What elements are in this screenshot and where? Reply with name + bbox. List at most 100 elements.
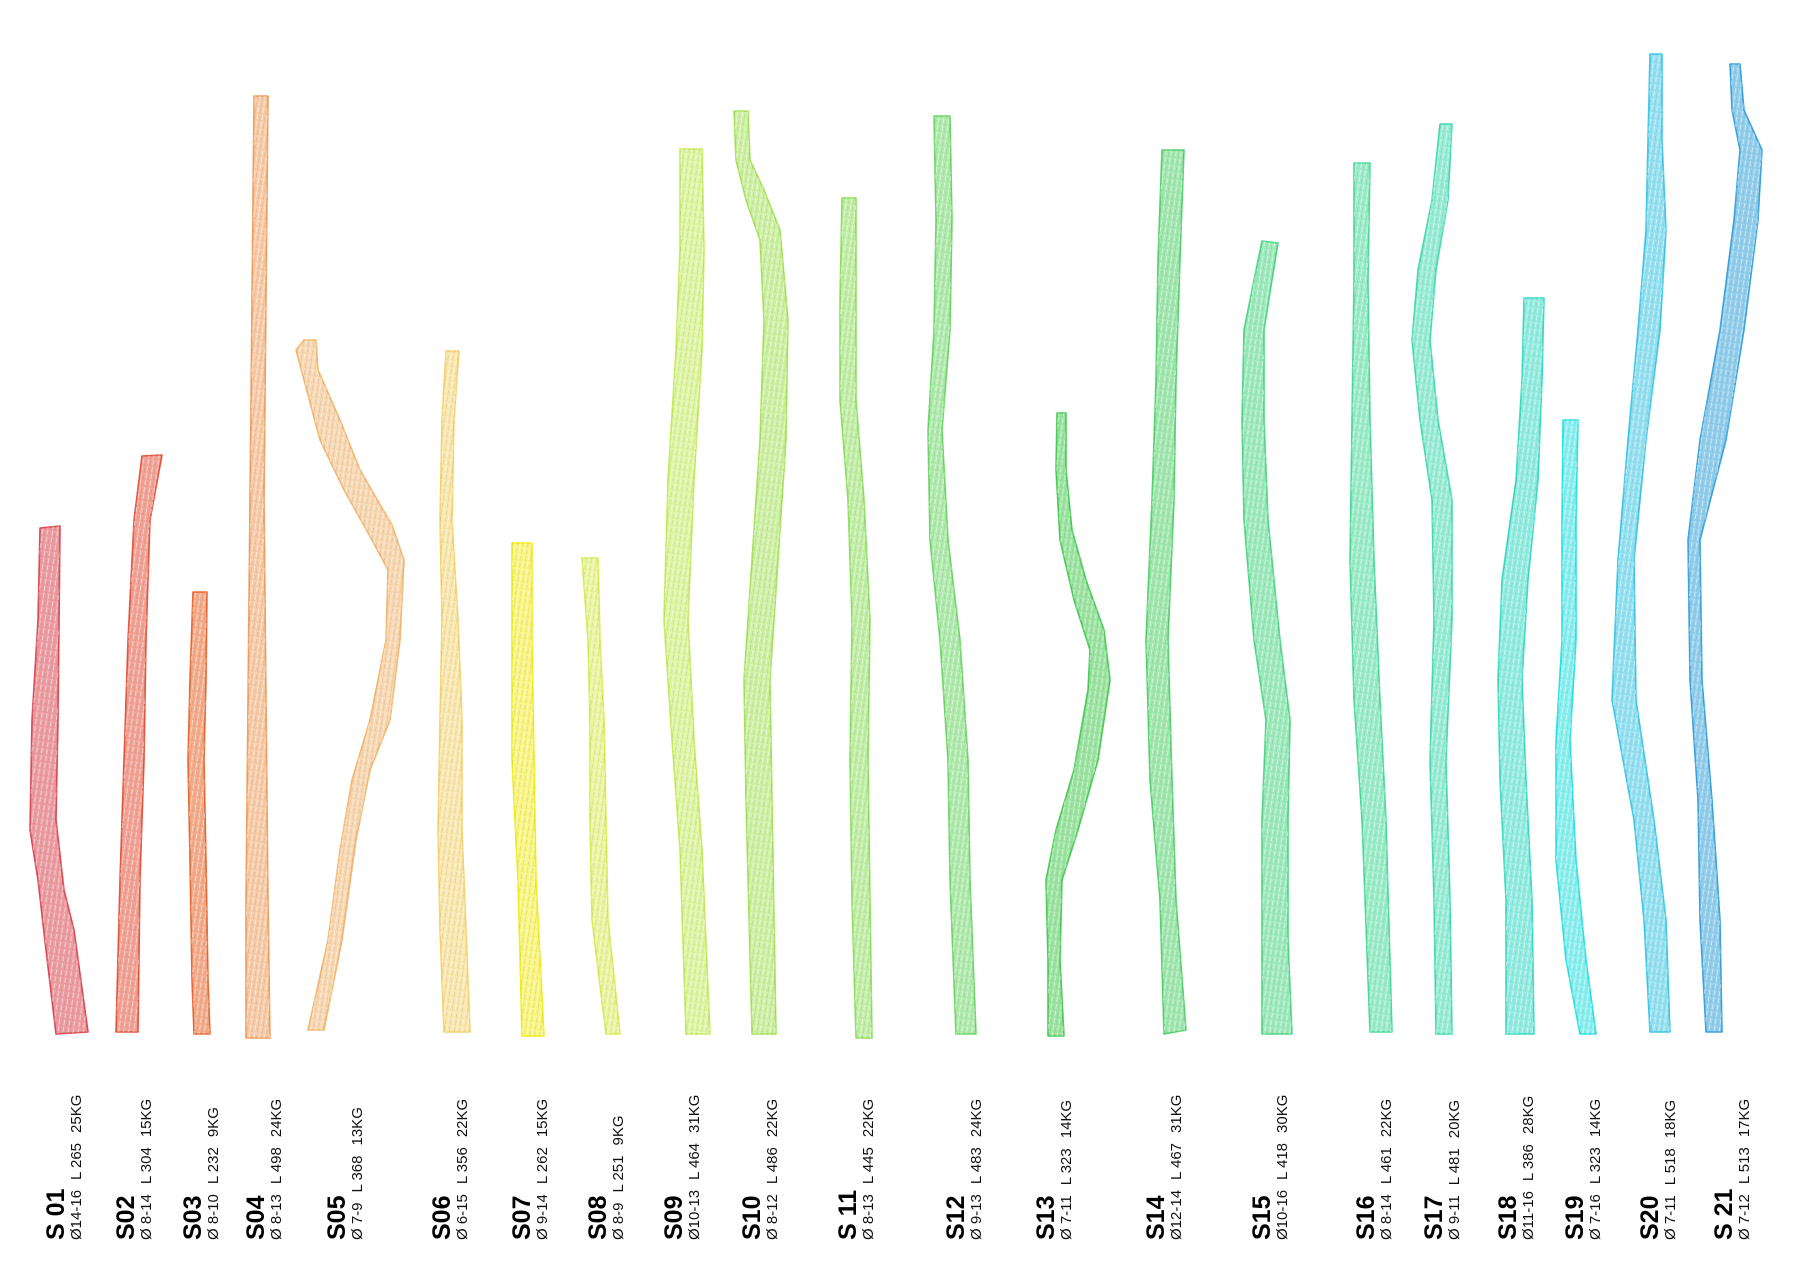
stick-weight: 15KG: [138, 1098, 155, 1138]
stick-length: L 323: [1587, 1147, 1604, 1185]
stick-weight: 20KG: [1446, 1099, 1463, 1139]
stick-diameter: Ø 7-12: [1736, 1194, 1753, 1240]
stick-texture: [1688, 64, 1762, 1032]
stick-id: S02: [112, 1195, 140, 1240]
stick-weight: 17KG: [1736, 1098, 1753, 1138]
stick-s04: [245, 95, 271, 1039]
stick-texture: [30, 526, 88, 1034]
stick-s18: [1497, 297, 1545, 1035]
stick-texture: [116, 455, 162, 1032]
stick-diameter: Ø 9-11: [1446, 1195, 1463, 1240]
stick-texture: [840, 198, 872, 1038]
stick-specs: Ø 8-14 L 461 22KG: [1378, 1099, 1396, 1240]
stick-specs: Ø 7-12 L 513 17KG: [1736, 1099, 1754, 1240]
stick-length: L 304: [138, 1147, 155, 1185]
stick-id: S15: [1248, 1195, 1276, 1240]
stick-weight: 22KG: [860, 1098, 877, 1138]
stick-weight: 22KG: [1378, 1098, 1395, 1138]
stick-weight: 30KG: [1274, 1094, 1291, 1133]
stick-length: L 464: [686, 1142, 703, 1180]
stick-diameter: Ø 8-10: [205, 1194, 222, 1240]
stick-specs: Ø 9-11 L 481 20KG: [1446, 1100, 1464, 1240]
stick-diameter: Ø 9-13: [968, 1194, 985, 1240]
stick-texture: [1350, 163, 1392, 1032]
stick-length: L 265: [68, 1142, 85, 1180]
stick-specs: Ø 8-12 L 486 22KG: [764, 1099, 782, 1240]
stick-length: L 251: [610, 1155, 627, 1193]
stick-id: S10: [738, 1195, 766, 1240]
stick-diameter: Ø12-14: [1168, 1189, 1185, 1240]
stick-texture: [664, 149, 710, 1034]
stick-id: S16: [1352, 1195, 1380, 1240]
stick-length: L 483: [968, 1147, 985, 1185]
stick-s13: [1045, 412, 1111, 1037]
stick-id: S06: [428, 1195, 456, 1240]
stick-diameter: Ø 8-13: [268, 1194, 285, 1240]
stick-id: S07: [508, 1195, 536, 1240]
stick-length: L 461: [1378, 1147, 1395, 1185]
stick-diameter: Ø 6-15: [454, 1194, 471, 1240]
stick-diameter: Ø 8-9: [610, 1202, 627, 1240]
stick-length: L 386: [1520, 1144, 1537, 1182]
stick-specs: Ø 7-16 L 323 14KG: [1587, 1099, 1605, 1240]
stick-id: S 11: [834, 1189, 862, 1240]
stick-s08: [581, 557, 621, 1035]
stick-specs: Ø10-13 L 464 31KG: [686, 1095, 704, 1240]
stick-diameter: Ø11-16: [1520, 1191, 1537, 1240]
stick-weight: 13KG: [349, 1107, 366, 1146]
stick-weight: 24KG: [268, 1098, 285, 1138]
stick-length: L 445: [860, 1147, 877, 1185]
stick-specs: Ø11-16 L 386 28KG: [1520, 1096, 1538, 1240]
stick-diameter: Ø 7-11: [1662, 1195, 1679, 1240]
stick-diameter: Ø 8-13: [860, 1194, 877, 1240]
stick-length: L 323: [1058, 1148, 1075, 1186]
stick-id: S 01: [42, 1188, 70, 1240]
stick-texture: [1146, 150, 1186, 1034]
stick-id: S04: [242, 1195, 270, 1240]
stick-length: L 486: [764, 1147, 781, 1185]
stick-diameter: Ø10-16: [1274, 1189, 1291, 1240]
stick-length: L 518: [1662, 1148, 1679, 1186]
stick-diameter: Ø 9-14: [534, 1194, 551, 1240]
stick-id: S 21: [1710, 1188, 1738, 1240]
stick-s20: [1611, 53, 1671, 1033]
stick-specs: Ø 8-10 L 232 9KG: [205, 1107, 223, 1240]
stick-length: L 481: [1446, 1148, 1463, 1186]
stick-diameter: Ø10-13: [686, 1189, 703, 1240]
stick-specs: Ø 8-9 L 251 9KG: [610, 1115, 628, 1240]
stick-texture: [512, 543, 544, 1036]
stick-s14: [1145, 149, 1187, 1035]
stick-texture: [1498, 298, 1544, 1034]
stick-specs: Ø10-16 L 418 30KG: [1274, 1095, 1292, 1240]
stick-s19: [1555, 419, 1597, 1035]
stick-s12: [927, 115, 977, 1035]
stick-s03: [187, 591, 211, 1035]
stick-weight: 28KG: [1520, 1095, 1537, 1135]
stick-length: L 498: [268, 1147, 285, 1185]
stick-s05: [295, 339, 405, 1031]
stick-specs: Ø 7-9 L 368 13KG: [349, 1107, 367, 1240]
stick-diameter: Ø 7-16: [1587, 1194, 1604, 1240]
stick-diameter: Ø 7-9: [349, 1202, 366, 1240]
stick-weight: 31KG: [686, 1094, 703, 1133]
stick-weight: 18KG: [1662, 1099, 1679, 1139]
stick-length: L 513: [1736, 1147, 1753, 1185]
stick-id: S09: [660, 1195, 688, 1240]
stick-weight: 22KG: [454, 1098, 471, 1138]
stick-length: L 262: [534, 1147, 551, 1185]
stick-s07: [511, 542, 545, 1037]
stick-s06: [437, 350, 471, 1033]
stick-s10: [733, 110, 789, 1035]
stick-weight: 24KG: [968, 1098, 985, 1138]
stick-specs: Ø 9-14 L 262 15KG: [534, 1099, 552, 1240]
stick-id: S20: [1636, 1195, 1664, 1240]
stick-weight: 15KG: [534, 1098, 551, 1138]
stick-texture: [188, 592, 210, 1034]
stick-s01: [29, 525, 89, 1035]
stick-weight: 9KG: [610, 1115, 627, 1146]
stick-diameter: Ø 8-14: [1378, 1194, 1395, 1240]
stick-texture: [928, 116, 976, 1034]
stick-length: L 356: [454, 1147, 471, 1185]
stick-id: S18: [1494, 1195, 1522, 1240]
